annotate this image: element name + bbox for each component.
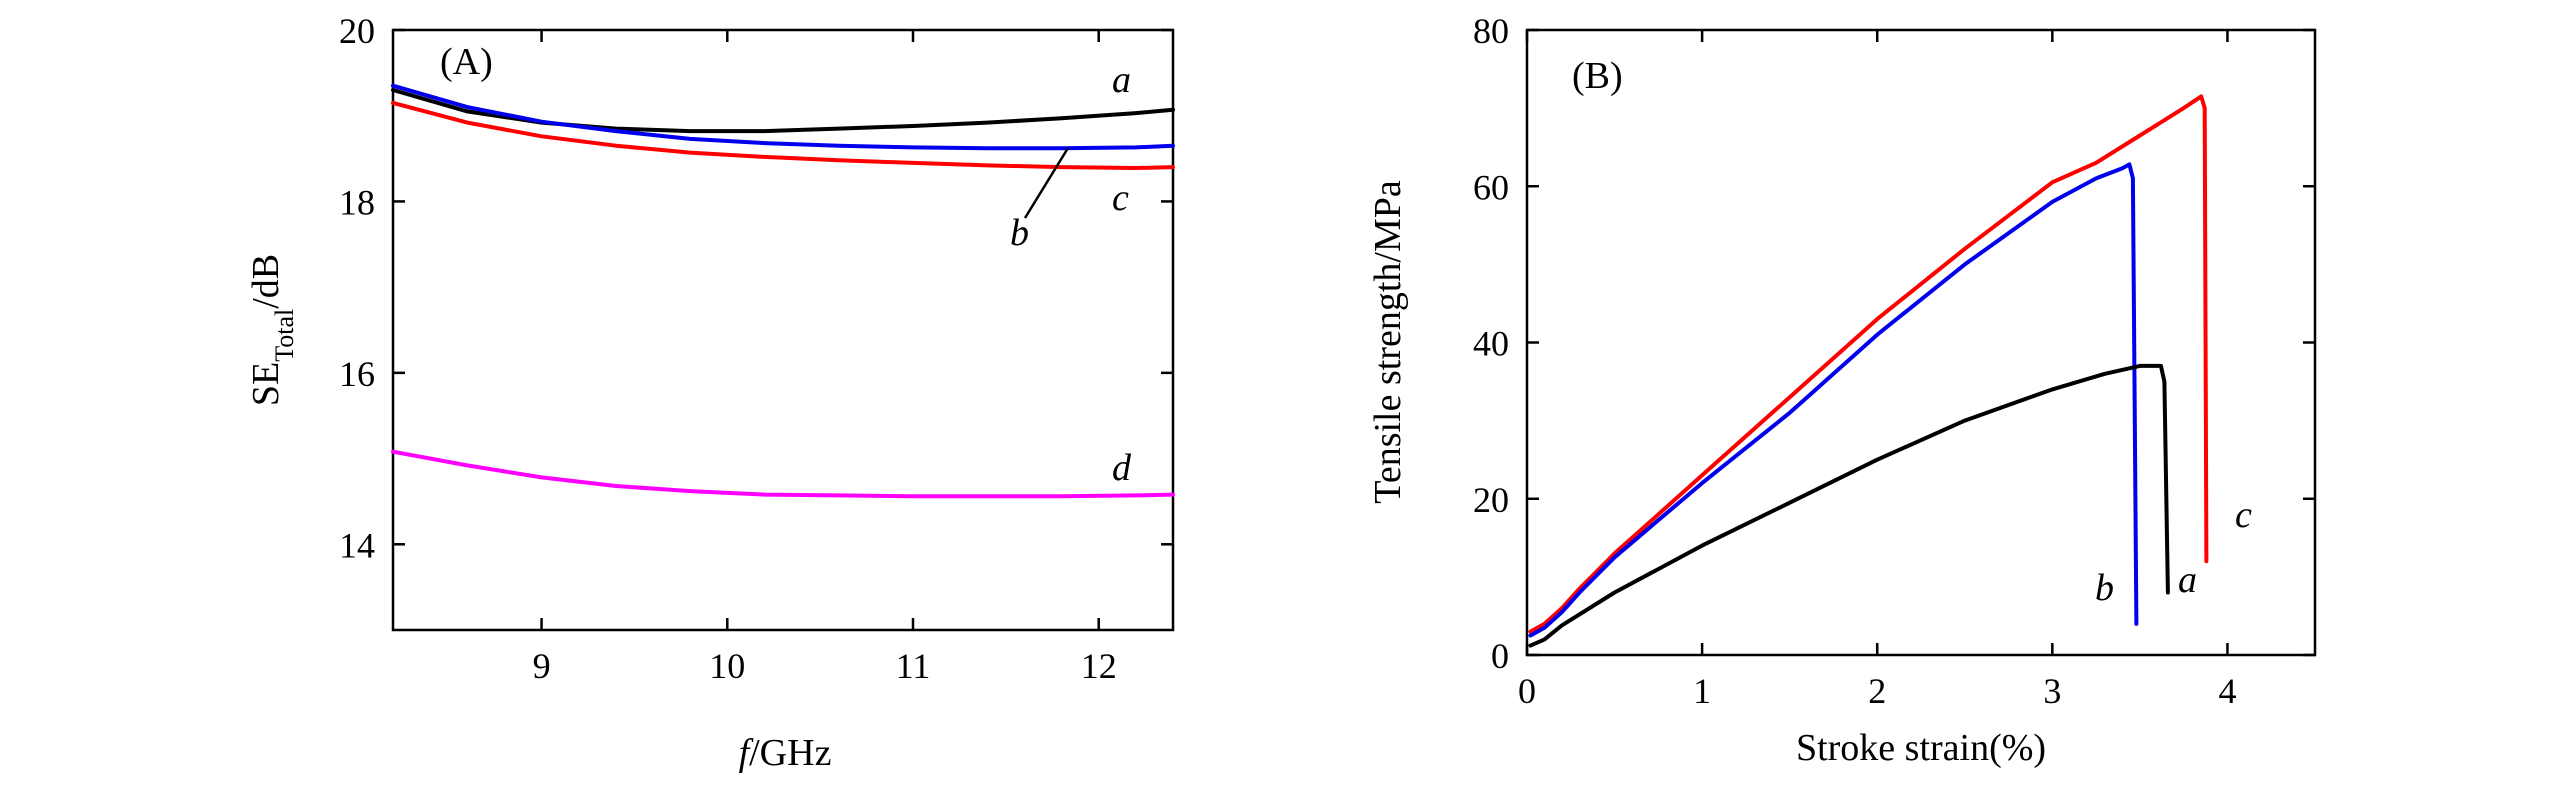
panel-b-series-label-c: c (2235, 494, 2252, 536)
panel-b-y-tick-label: 80 (1473, 11, 1509, 51)
panel-a-y-tick-label: 18 (339, 182, 375, 222)
panel-a-series-label-b: b (1010, 212, 1029, 254)
panel-b-y-tick-label: 60 (1473, 167, 1509, 207)
panel-b-label: (B) (1572, 55, 1623, 97)
panel-b-series-c-line (1528, 94, 2209, 634)
panel-b-series-b-line (1528, 162, 2139, 638)
panel-b-y-tick-label: 0 (1491, 636, 1509, 676)
panel-b-series-label-b: b (2095, 567, 2114, 609)
panel-b-series-a-line (1528, 363, 2170, 648)
panel-a-x-axis-label: f/GHz (739, 732, 832, 774)
panel-a-y-axis-label-sub: Total (270, 309, 299, 362)
panel-a-series-c-line (391, 100, 1175, 170)
panel-a-series-label-a: a (1112, 59, 1131, 101)
panel-b-x-tick-label: 1 (1693, 671, 1711, 711)
panel-a-x-tick-label: 9 (533, 646, 551, 686)
panel-a-x-tick-label: 10 (709, 646, 745, 686)
panel-b-series-label-a: a (2178, 559, 2197, 601)
panel-b-y-tick-label: 40 (1473, 324, 1509, 364)
panel-a-series-label-c: c (1112, 177, 1129, 219)
panel-a-y-axis-label-rest: /dB (245, 254, 287, 309)
panel-b-x-tick-label: 4 (2218, 671, 2236, 711)
panel-a-curves (391, 83, 1175, 499)
panel-b-x-tick-label: 0 (1518, 671, 1536, 711)
panel-b-y-axis-label: Tensile strength/MPa (1367, 180, 1409, 504)
panel-a-leader-line-b (1023, 147, 1070, 219)
panel-a-series-d-line (391, 449, 1175, 499)
panel-b-y-tick-label: 20 (1473, 480, 1509, 520)
panel-b-x-tick-label: 3 (2043, 671, 2061, 711)
panel-a-plot-frame (391, 28, 1175, 632)
panel-a-ticks: 9 10 11 12 14 16 18 20 (339, 11, 1173, 686)
panel-a-y-axis-label-main: SE (245, 362, 287, 406)
panel-b-curves (1528, 94, 2209, 648)
panel-a-x-axis-label-rest: /GHz (749, 732, 831, 774)
panel-a-series-label-d: d (1112, 447, 1132, 489)
panel-a-y-axis-label: SETotal/dB (245, 254, 299, 406)
panel-a-x-tick-label: 11 (896, 646, 931, 686)
panel-a-label: (A) (440, 41, 493, 83)
panel-a-chart: 9 10 11 12 14 16 18 20 (A) a c b d f/GHz SETota… (245, 11, 1175, 774)
panel-a-x-tick-label: 12 (1081, 646, 1117, 686)
panel-a-y-tick-label: 20 (339, 11, 375, 51)
panel-b-x-axis-label: Stroke strain(%) (1796, 727, 2046, 769)
panel-a-y-tick-label: 14 (339, 525, 375, 565)
panel-a-series-a-line (391, 88, 1175, 134)
panel-a-series-b-line (391, 83, 1175, 151)
panel-a-y-tick-label: 16 (339, 354, 375, 394)
panel-b-x-tick-label: 2 (1868, 671, 1886, 711)
